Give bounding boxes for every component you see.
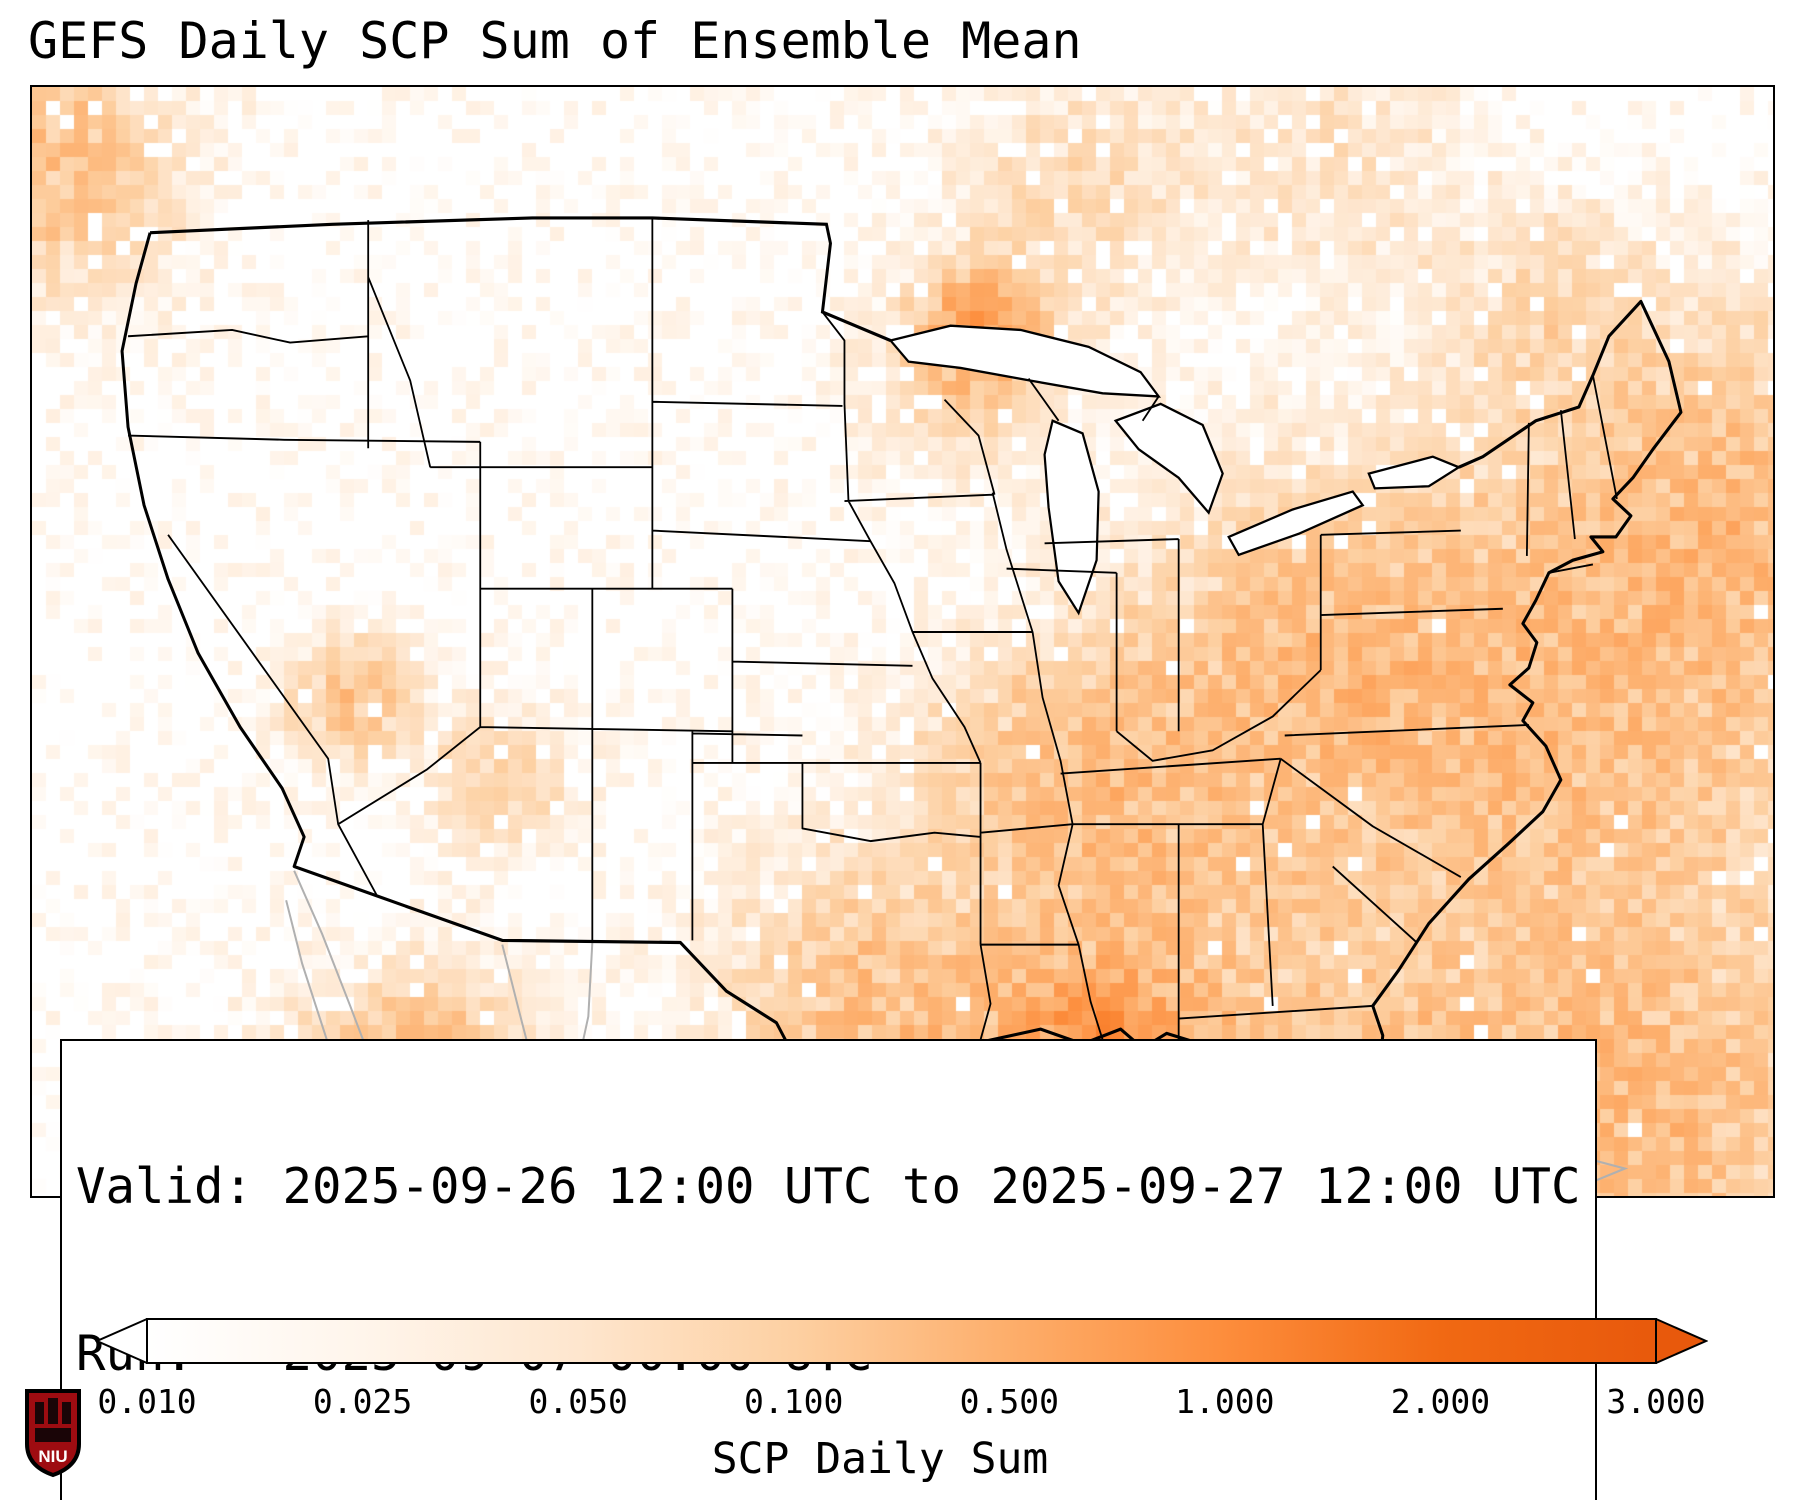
state-boundaries [128,217,1618,1040]
lake-erie [1227,490,1365,557]
colorbar-tick-label: 0.100 [744,1382,844,1421]
colorbar-label: SCP Daily Sum [711,1434,1049,1484]
lake-superior [888,324,1162,398]
colorbar-tick-label: 3.000 [1606,1382,1706,1421]
colorbar-tick-label: 0.025 [312,1382,413,1421]
great-lakes [888,324,1462,616]
niu-logo: NIU [25,1389,81,1478]
colorbar-over-arrow [1655,1318,1708,1364]
lake-huron [1113,402,1224,515]
niu-logo-text: NIU [38,1447,67,1466]
colorbar-ticks: 0.010 0.025 0.050 0.100 0.500 1.000 2.000 3.000 [95,1382,1708,1422]
map-frame: Valid: 2025-09-26 12:00 UTC to 2025-09-2… [30,85,1775,1500]
lake-michigan [1043,419,1100,616]
colorbar-tick-label: 0.500 [959,1382,1059,1421]
colorbar-tick-label: 0.050 [528,1382,628,1421]
canada-border [150,216,892,342]
colorbar [95,1318,1708,1364]
scp-heatmap-canvas [32,87,1773,1196]
castle-icon [35,1398,71,1442]
colorbar-tick-label: 1.000 [1175,1382,1275,1421]
colorbar-tick-label: 2.000 [1390,1382,1491,1421]
valid-time-text: Valid: 2025-09-26 12:00 UTC to 2025-09-2… [76,1157,1581,1215]
lake-ontario [1367,455,1462,490]
colorbar-gradient [146,1318,1657,1364]
colorbar-tick-label: 0.010 [97,1382,197,1421]
info-box: Valid: 2025-09-26 12:00 UTC to 2025-09-2… [60,1039,1597,1500]
map-borders-svg [120,216,1683,1193]
page-title: GEFS Daily SCP Sum of Ensemble Mean [28,12,1082,70]
colorbar-under-arrow [95,1318,148,1364]
